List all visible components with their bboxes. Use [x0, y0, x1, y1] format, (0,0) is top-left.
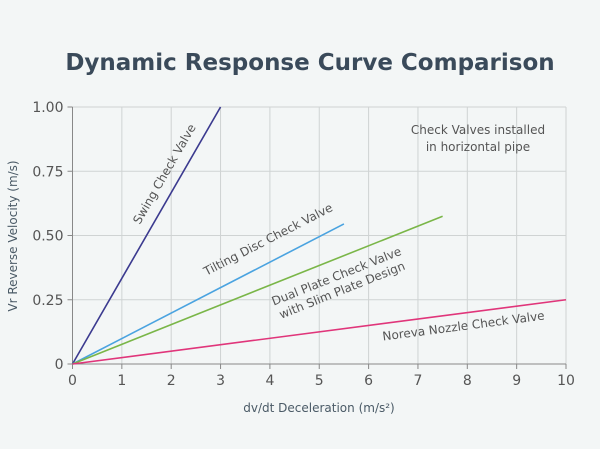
- chart-title: Dynamic Response Curve Comparison: [65, 50, 554, 76]
- x-tick-label: 9: [512, 373, 521, 389]
- annotation-line-2: in horizontal pipe: [426, 140, 530, 154]
- x-tick-label: 6: [364, 373, 373, 389]
- x-tick-label: 4: [265, 373, 274, 389]
- grid: [72, 106, 567, 364]
- x-tick-label: 2: [167, 373, 176, 389]
- y-tick-label: 1.00: [32, 100, 63, 116]
- series-line: [72, 215, 443, 365]
- series-line: [72, 298, 567, 365]
- x-tick-label: 7: [413, 373, 422, 389]
- axes: 0 1 2 3 4 5 6 7 8 9 10 0 0.25 0.50 0.75 1.00: [32, 100, 575, 389]
- x-tick-label: 5: [315, 373, 324, 389]
- series-label-text: Swing Check Valve: [130, 122, 199, 227]
- annotation-line-1: Check Valves installed: [411, 123, 545, 137]
- series-label: Swing Check Valve: [130, 122, 199, 227]
- series-line: [72, 223, 345, 365]
- y-tick-label: 0.50: [32, 229, 63, 245]
- y-tick-label: 0: [55, 357, 64, 373]
- y-tick-label: 0.25: [32, 293, 63, 309]
- series-line: [71, 106, 222, 365]
- x-tick-label: 1: [117, 373, 126, 389]
- x-tick-label: 8: [463, 373, 472, 389]
- x-tick-label: 0: [68, 373, 77, 389]
- y-axis-label: Vr Reverse Velocity (m/s): [6, 160, 20, 311]
- series-lines: [71, 106, 567, 365]
- x-axis-label: dv/dt Deceleration (m/s²): [243, 401, 394, 415]
- x-tick-label: 3: [216, 373, 225, 389]
- y-tick-label: 0.75: [32, 164, 63, 180]
- x-tick-label: 10: [557, 373, 575, 389]
